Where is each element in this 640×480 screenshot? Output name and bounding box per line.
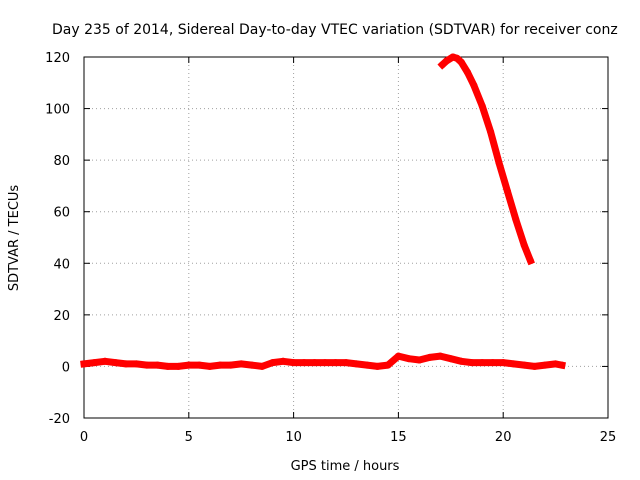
y-tick-label: 0: [62, 360, 70, 375]
data-point: [405, 355, 413, 363]
y-axis-label: SDTVAR / TECUs: [7, 185, 22, 292]
data-point: [447, 355, 455, 363]
data-point: [558, 361, 566, 369]
plot-frame: [83, 56, 609, 419]
y-tick-label: -20: [49, 412, 70, 427]
data-point: [132, 360, 140, 368]
data-point: [512, 215, 520, 223]
data-point: [510, 360, 518, 368]
data-point: [332, 359, 339, 367]
data-point: [111, 359, 119, 367]
x-tick-label: 20: [495, 430, 512, 445]
data-point: [520, 361, 528, 369]
data-point: [269, 359, 277, 367]
data-point: [443, 57, 451, 65]
data-point: [464, 69, 472, 76]
data-point: [426, 353, 434, 361]
data-point: [503, 187, 511, 195]
data-point: [258, 362, 266, 370]
data-point: [80, 360, 88, 368]
data-point: [311, 359, 319, 367]
data-point: [457, 58, 465, 66]
data-point: [520, 241, 528, 249]
data-point: [237, 360, 245, 368]
y-tick-label: 120: [45, 51, 70, 66]
y-tick-label: 40: [53, 257, 70, 272]
data-point: [363, 361, 371, 369]
data-point: [457, 357, 465, 365]
data-point: [174, 362, 182, 370]
data-point: [342, 359, 350, 367]
data-point: [353, 360, 360, 368]
y-tick-label: 20: [53, 309, 70, 324]
data-point: [164, 362, 172, 370]
data-point: [541, 361, 549, 369]
data-point: [143, 361, 151, 369]
data-point: [478, 102, 486, 110]
data-point: [526, 257, 534, 265]
data-point: [122, 360, 130, 368]
data-point: [321, 359, 329, 367]
data-point: [216, 361, 224, 369]
data-point: [394, 352, 402, 360]
data-point: [468, 359, 476, 367]
data-point: [499, 359, 507, 367]
data-point: [290, 359, 298, 367]
series-layer: [80, 53, 566, 370]
data-point: [300, 359, 308, 367]
series-line-2: [437, 53, 535, 266]
axis-ticks: 0 5 10 15 20 25 -20 0 20 40 60 80 100 120: [45, 51, 616, 445]
data-point: [495, 159, 503, 167]
x-tick-label: 0: [80, 430, 88, 445]
data-point: [487, 128, 495, 136]
data-point: [373, 362, 381, 370]
data-point: [206, 362, 214, 370]
data-point: [552, 360, 560, 368]
data-point: [185, 361, 193, 369]
x-tick-label: 5: [185, 430, 193, 445]
y-tick-label: 60: [53, 206, 70, 221]
y-tick-label: 80: [53, 154, 70, 169]
data-point: [415, 356, 423, 364]
data-point: [227, 361, 235, 369]
x-axis-label: GPS time / hours: [291, 459, 400, 474]
data-point: [489, 359, 497, 367]
data-point: [91, 359, 98, 367]
data-point: [470, 81, 478, 89]
y-tick-label: 100: [45, 103, 70, 118]
chart-title: Day 235 of 2014, Sidereal Day-to-day VTE…: [52, 22, 618, 38]
data-point: [436, 352, 444, 360]
data-point: [384, 361, 392, 369]
x-tick-label: 15: [390, 430, 407, 445]
data-point: [531, 362, 539, 370]
data-point: [153, 361, 161, 369]
data-point: [101, 357, 109, 365]
data-point: [195, 361, 203, 369]
data-point: [478, 359, 486, 367]
x-tick-label: 10: [285, 430, 302, 445]
data-point: [248, 361, 256, 369]
data-point: [279, 357, 287, 365]
x-tick-label: 25: [600, 430, 617, 445]
